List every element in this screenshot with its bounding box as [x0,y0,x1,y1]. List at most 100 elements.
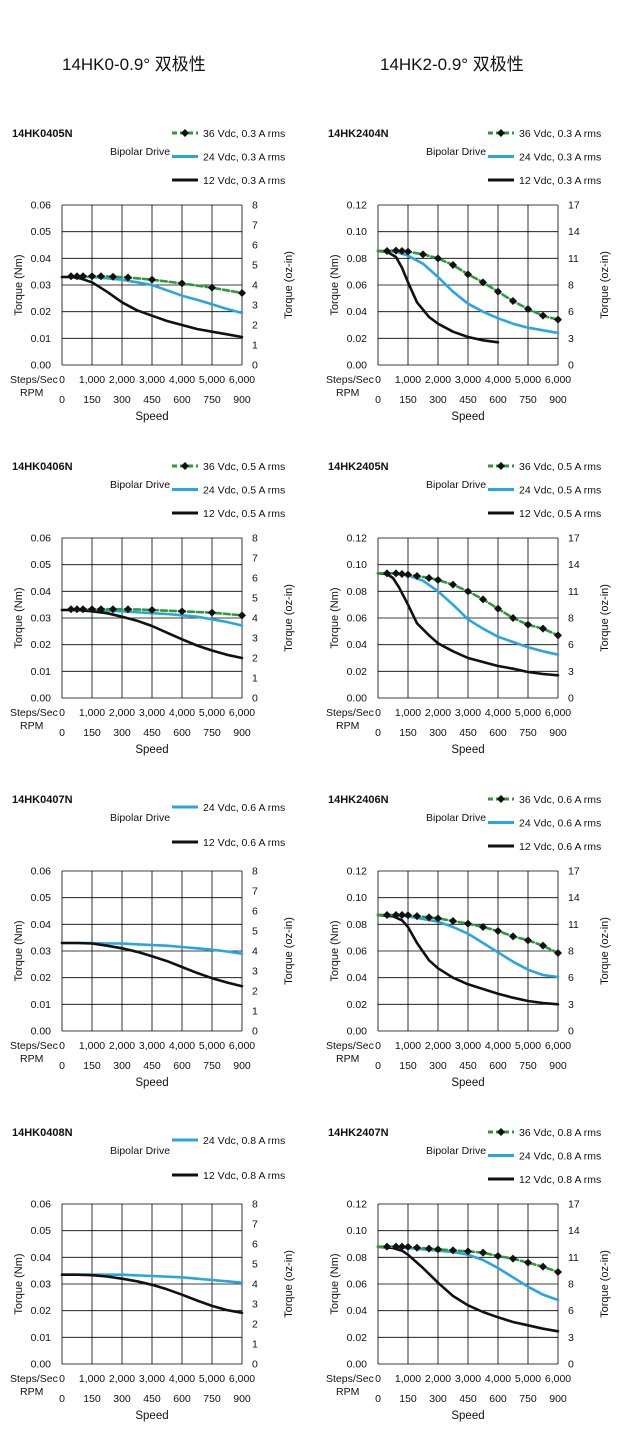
legend-label-1: 12 Vdc, 0.8 A rms [203,1170,285,1182]
rpm-row-label: RPM [20,1386,43,1398]
y-tick-label: 0.00 [31,1359,52,1371]
y2-axis-title: Torque (oz-in) [599,1250,611,1318]
y2-tick-label: 0 [568,693,574,705]
x-tick-rpm: 0 [59,394,65,406]
data-point-marker [425,574,433,582]
x-tick-steps: 0 [59,707,65,719]
y2-tick-label: 5 [252,1259,258,1271]
y-tick-label: 0.04 [31,586,52,598]
x-tick-steps: 0 [375,1040,381,1052]
data-point-marker [509,932,517,941]
data-point-marker [434,1245,442,1254]
x-tick-rpm: 450 [459,727,477,739]
y2-tick-label: 2 [252,986,258,998]
y2-tick-label: 8 [568,613,574,625]
legend-marker-0 [181,129,189,137]
torque-chart-14hk2407n: 14HK2407N Bipolar Drive 36 Vdc, 0.8 A rms 2… [326,1127,611,1422]
steps-row-label: Steps/Sec [326,707,374,719]
y-tick-label: 0.00 [31,1026,52,1038]
x-tick-rpm: 750 [203,727,221,739]
x-axis-title: Speed [451,411,484,423]
data-point-marker [479,1248,487,1257]
x-tick-rpm: 150 [83,1393,101,1405]
rpm-row-label: RPM [336,1053,359,1065]
y2-axis-title: Torque (oz-in) [283,251,295,319]
legend-marker-0 [497,129,505,137]
data-point-marker [404,1242,412,1251]
x-tick-steps: 6,000 [229,1040,255,1052]
y2-tick-label: 8 [252,1199,258,1211]
x-tick-steps: 1,000 [395,1040,421,1052]
legend-label-1: 24 Vdc, 0.8 A rms [519,1151,601,1163]
y-tick-label: 0.02 [31,1305,52,1317]
y2-tick-label: 4 [252,1279,258,1291]
x-tick-rpm: 150 [399,394,417,406]
y-tick-label: 0.04 [347,306,368,318]
x-tick-rpm: 150 [83,394,101,406]
y-tick-label: 0.03 [31,1279,52,1291]
x-tick-rpm: 600 [173,1060,191,1072]
x-tick-steps: 2,000 [425,1373,451,1385]
chart-title: 14HK2407N [328,1127,389,1139]
x-tick-rpm: 600 [173,727,191,739]
legend-label-0: 24 Vdc, 0.6 A rms [203,802,285,814]
y2-tick-label: 0 [252,360,258,372]
x-tick-steps: 5,000 [515,1040,541,1052]
torque-chart-14hk0405n: 14HK0405N Bipolar Drive 36 Vdc, 0.3 A rms 2… [10,128,295,423]
data-point-marker [464,270,472,279]
y-tick-label: 0.10 [347,226,368,238]
drive-label: Bipolar Drive [426,1145,486,1157]
x-tick-rpm: 600 [489,1060,507,1072]
data-point-marker [494,604,502,613]
x-tick-rpm: 300 [113,1393,131,1405]
x-tick-rpm: 900 [233,1393,251,1405]
data-point-marker [413,912,421,921]
x-tick-rpm: 750 [519,1060,537,1072]
data-point-marker [479,595,487,604]
chart-title: 14HK0405N [12,128,73,140]
x-tick-steps: 4,000 [485,374,511,386]
x-tick-steps: 2,000 [425,374,451,386]
y-tick-label: 0.03 [31,946,52,958]
y-tick-label: 0.08 [347,1252,368,1264]
x-tick-steps: 2,000 [425,707,451,719]
legend-label-0: 36 Vdc, 0.8 A rms [519,1127,601,1139]
y2-tick-label: 5 [252,260,258,272]
chart-title: 14HK0406N [12,461,73,473]
x-tick-steps: 1,000 [79,374,105,386]
x-tick-rpm: 450 [459,394,477,406]
data-point-marker [404,247,412,256]
x-tick-rpm: 300 [429,727,447,739]
steps-row-label: Steps/Sec [10,1040,58,1052]
series-line-0 [60,1273,244,1284]
y2-tick-label: 6 [252,240,258,252]
y2-tick-label: 3 [252,633,258,645]
y2-tick-label: 0 [252,693,258,705]
torque-chart-14hk2406n: 14HK2406N Bipolar Drive 36 Vdc, 0.6 A rms 2… [326,794,611,1089]
series-line-2 [376,249,500,344]
x-tick-steps: 0 [375,1373,381,1385]
y2-tick-label: 3 [568,333,574,345]
y-tick-label: 0.02 [31,639,52,651]
x-tick-steps: 2,000 [109,374,135,386]
data-point-marker [398,247,406,255]
y2-tick-label: 6 [252,906,258,918]
y2-tick-label: 6 [252,573,258,585]
y2-tick-label: 17 [568,200,580,212]
y-tick-label: 0.04 [347,1305,368,1317]
data-point-marker [67,605,75,614]
x-tick-steps: 6,000 [229,374,255,386]
legend-label-1: 24 Vdc, 0.5 A rms [203,485,285,497]
x-tick-rpm: 900 [233,727,251,739]
y2-tick-label: 11 [568,919,579,931]
legend-label-1: 24 Vdc, 0.5 A rms [519,485,601,497]
y2-tick-label: 2 [252,1319,258,1331]
x-tick-steps: 3,000 [139,707,165,719]
x-tick-steps: 2,000 [109,707,135,719]
data-point-marker [97,605,105,614]
data-point-marker [73,605,81,614]
steps-row-label: Steps/Sec [326,374,374,386]
data-point-marker [88,605,96,614]
y-axis-title: Torque (Nm) [13,920,25,981]
y2-tick-label: 0 [252,1359,258,1371]
